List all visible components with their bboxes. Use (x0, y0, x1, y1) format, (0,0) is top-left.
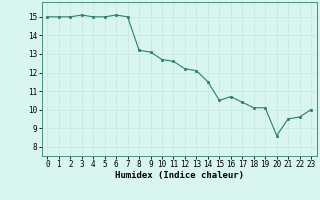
X-axis label: Humidex (Indice chaleur): Humidex (Indice chaleur) (115, 171, 244, 180)
